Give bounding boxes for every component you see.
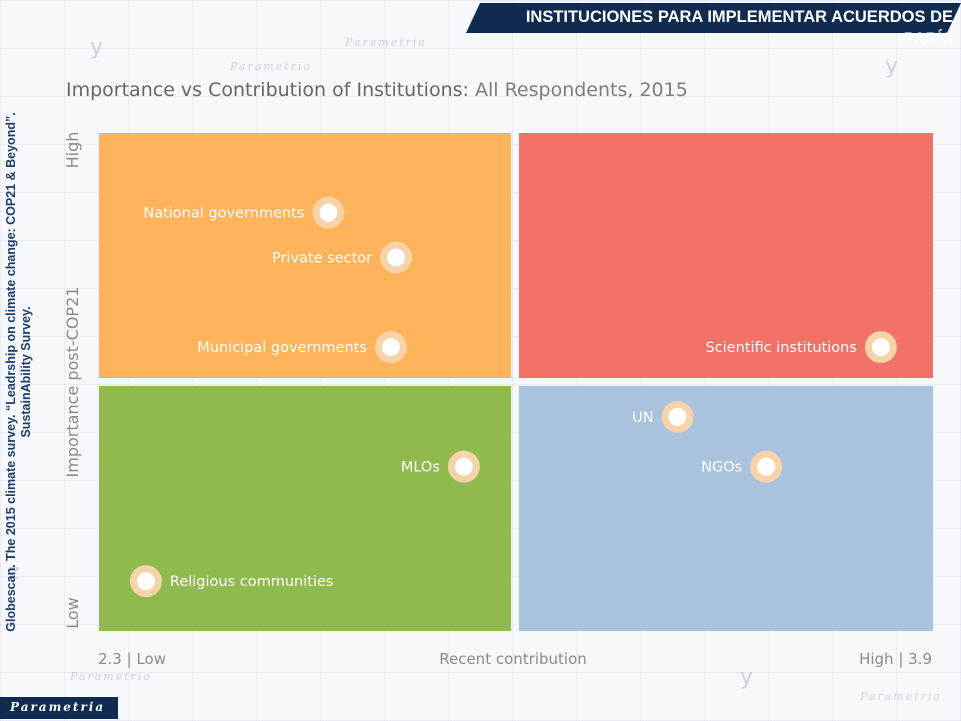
data-points: National governments Private sector Munici… [129, 196, 897, 598]
quadrant-bottom-left [99, 386, 511, 631]
quadrant-bottom-right [519, 386, 933, 631]
x-axis-label: Recent contribution [439, 650, 587, 668]
parametria-logo: Parametria [0, 697, 118, 719]
x-low-label: 2.3 | Low [98, 650, 166, 668]
point-marker-center [136, 572, 155, 591]
chart-title-main: Importance vs Contribution of Institutio… [66, 79, 469, 101]
point-label: Scientific institutions [705, 340, 856, 356]
point-label: UN [632, 410, 653, 426]
point-label: Private sector [272, 251, 372, 267]
point-marker-center [381, 338, 400, 357]
data-point: MLOs [401, 450, 480, 483]
y-axis-label: Importance post-COP21 [63, 287, 82, 478]
background-symbol: y [885, 54, 899, 79]
data-point: Religious communities [129, 565, 334, 598]
data-point: Private sector [272, 241, 413, 274]
point-label: National governments [143, 206, 304, 222]
background-watermark: Parametria [345, 36, 427, 49]
point-label: MLOs [401, 460, 440, 476]
data-point: National governments [143, 196, 345, 229]
data-point: NGOs [701, 450, 783, 483]
background-watermark: Parametria [860, 690, 942, 703]
quadrant-top-left [99, 133, 511, 378]
point-label: Municipal governments [197, 340, 367, 356]
point-marker-center [757, 457, 776, 476]
quadrant-top-right [519, 133, 933, 378]
point-marker-center [387, 248, 406, 267]
y-high-label: High [63, 132, 82, 169]
point-label: NGOs [701, 460, 742, 476]
point-label: Religious communities [170, 574, 334, 590]
chart-subtitle: All Respondents, 2015 [474, 79, 688, 101]
chart-title: Importance vs Contribution of Institutio… [66, 79, 688, 101]
logo-text: Parametria [10, 700, 106, 714]
background-symbol: y [90, 35, 104, 60]
point-marker-center [319, 203, 338, 222]
point-marker-center [668, 407, 687, 426]
background-watermark: Parametria [230, 60, 312, 73]
data-point: Scientific institutions [705, 331, 897, 364]
point-marker-center [871, 338, 890, 357]
point-marker-center [454, 457, 473, 476]
background-symbol: y [740, 665, 754, 690]
background-watermark: Parametria [70, 670, 152, 683]
data-point: Municipal governments [197, 331, 407, 364]
slide-title: INSTITUCIONES PARA IMPLEMENTAR ACUERDOS … [525, 8, 953, 48]
background-symbol: z [8, 560, 20, 585]
data-point: UN [632, 400, 694, 433]
x-high-label: High | 3.9 [859, 650, 932, 668]
y-low-label: Low [63, 597, 82, 629]
